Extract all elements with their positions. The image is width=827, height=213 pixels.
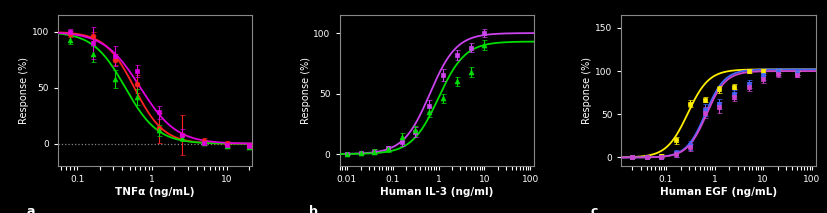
Y-axis label: Response (%): Response (%) xyxy=(300,57,310,124)
X-axis label: TNFα (ng/mL): TNFα (ng/mL) xyxy=(115,187,194,197)
Text: b: b xyxy=(308,206,317,213)
X-axis label: Human EGF (ng/mL): Human EGF (ng/mL) xyxy=(659,187,776,197)
Y-axis label: Response (%): Response (%) xyxy=(581,57,591,124)
X-axis label: Human IL-3 (ng/ml): Human IL-3 (ng/ml) xyxy=(380,187,493,197)
Text: a: a xyxy=(26,206,36,213)
Y-axis label: Response (%): Response (%) xyxy=(19,57,29,124)
Text: c: c xyxy=(590,206,597,213)
